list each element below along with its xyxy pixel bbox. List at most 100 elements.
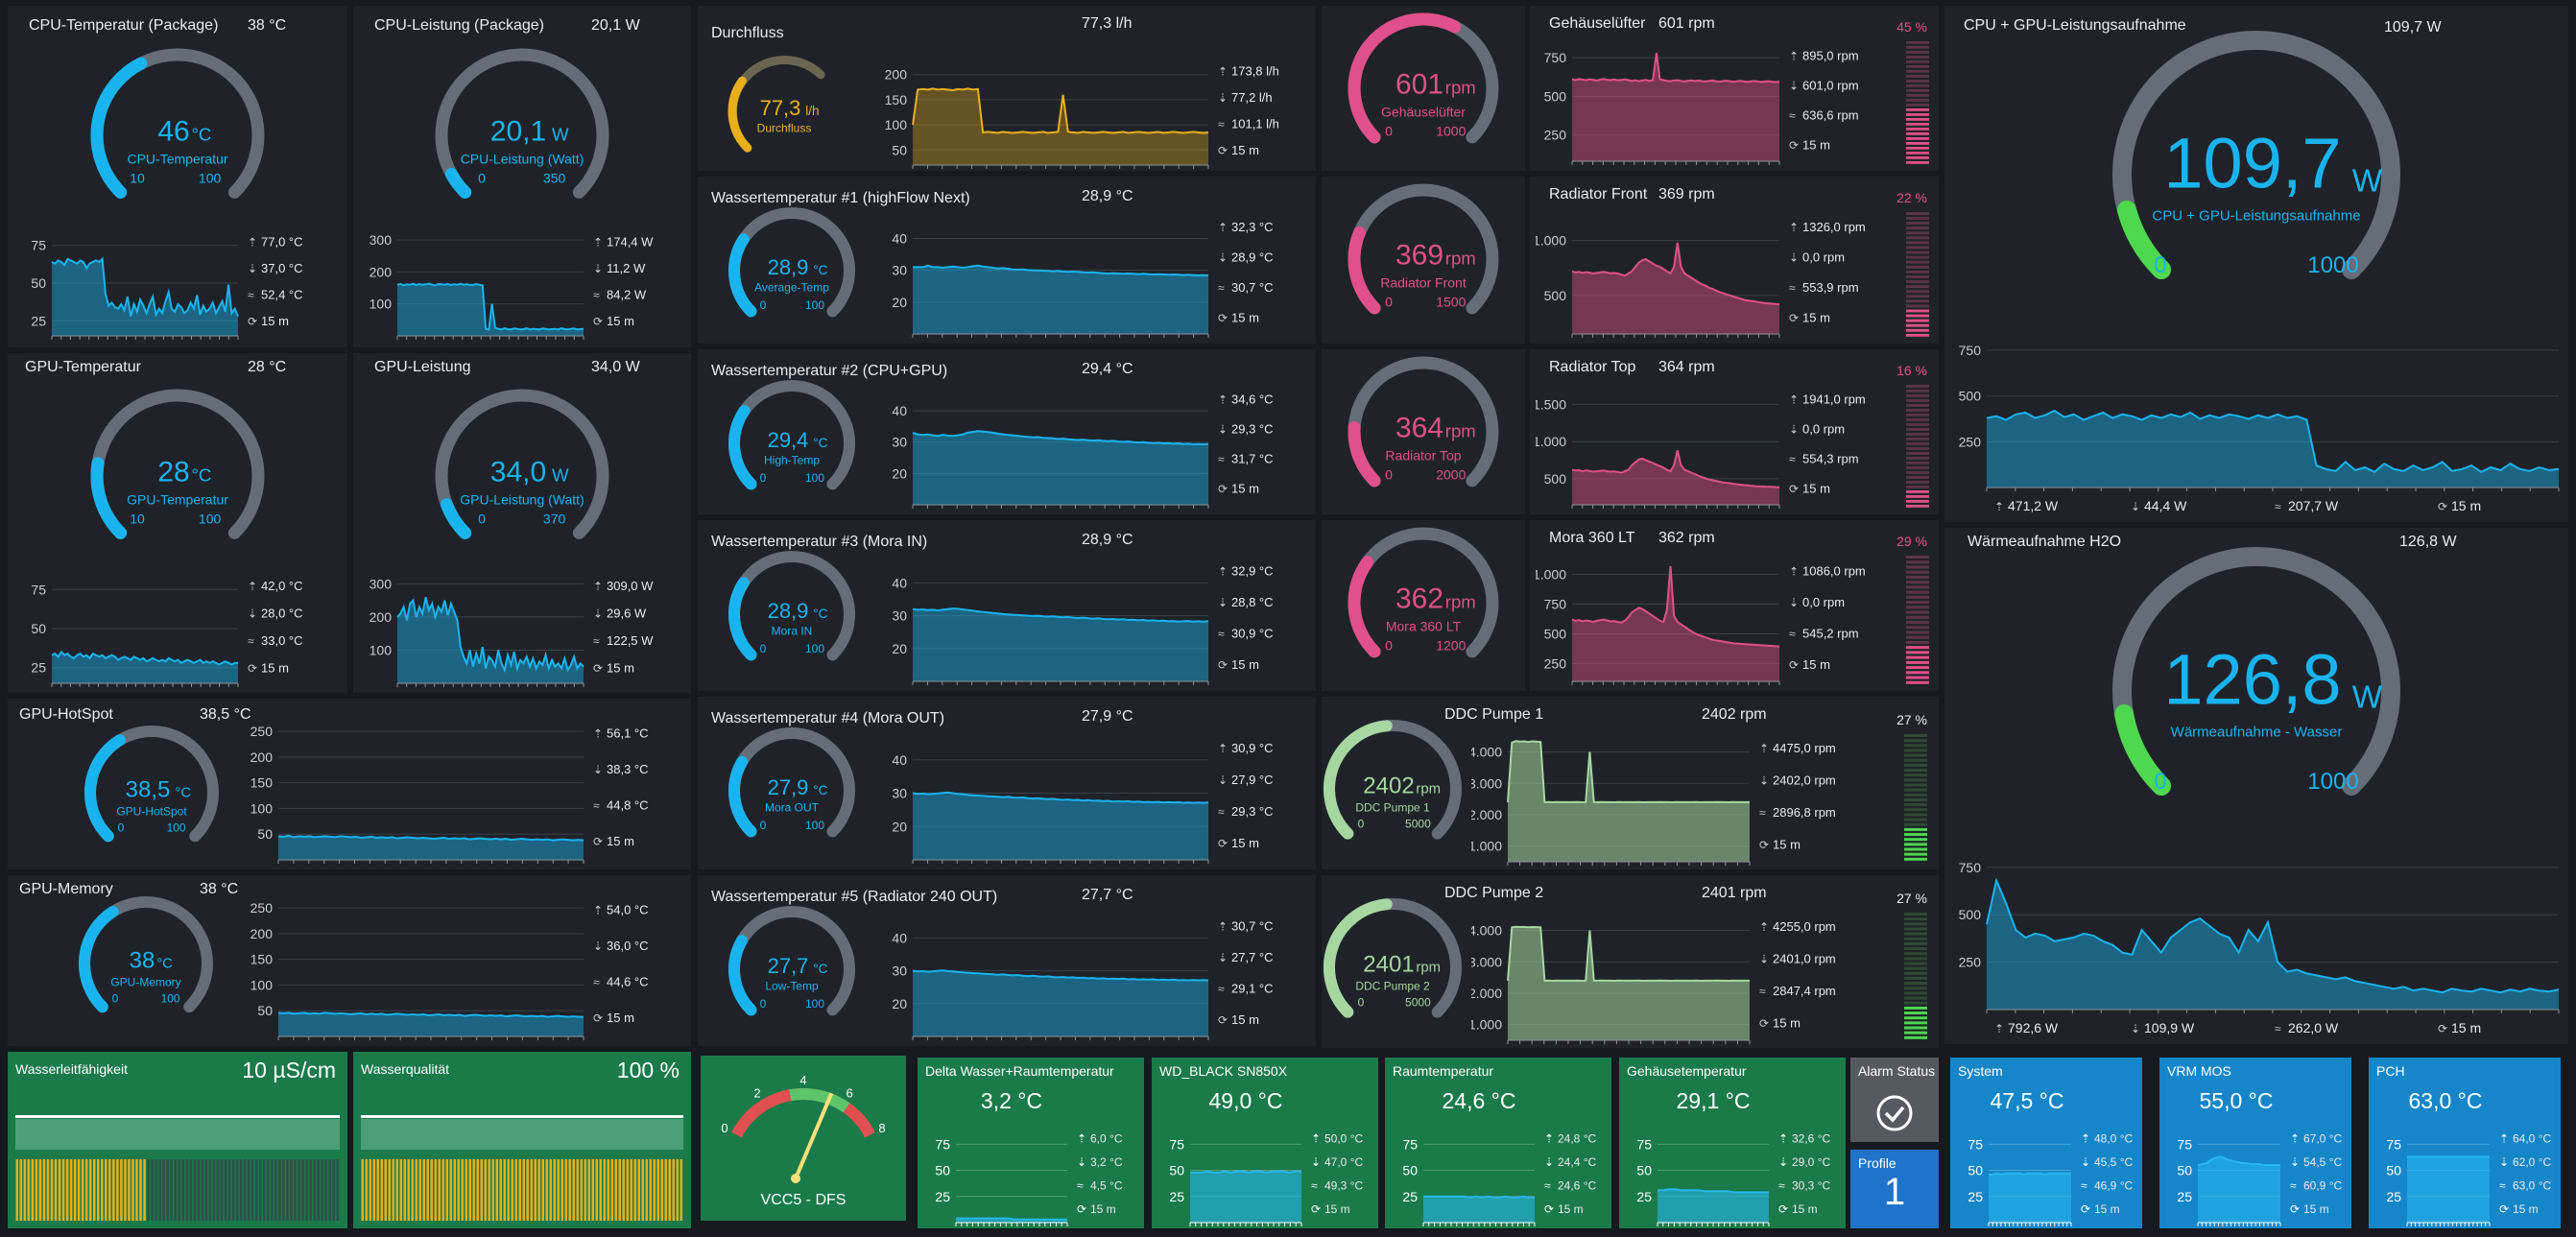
level-segment bbox=[1906, 299, 1929, 303]
stat-value: 62,0 °C bbox=[2513, 1155, 2551, 1169]
stripe-segment bbox=[65, 1159, 69, 1221]
tile-title: Gehäusetemperatur bbox=[1627, 1063, 1747, 1079]
stat-value: 15 m bbox=[1802, 482, 1830, 496]
stat-icon: ⇣ bbox=[1789, 80, 1799, 93]
level-segment bbox=[1906, 104, 1929, 107]
stat-value: 4,5 °C bbox=[1090, 1179, 1123, 1193]
stat-icon: ⇣ bbox=[1544, 1155, 1554, 1169]
stat-value: 15 m bbox=[1324, 1202, 1350, 1216]
y-tick-label: 1.000 bbox=[1471, 1017, 1502, 1033]
y-tick-label: 100 bbox=[370, 642, 393, 657]
level-segment bbox=[1906, 212, 1929, 215]
stat-icon: ⇣ bbox=[1778, 1155, 1788, 1169]
y-tick-label: 250 bbox=[250, 900, 274, 916]
stripe-segment bbox=[181, 1159, 185, 1221]
vcc-scale-green bbox=[789, 1088, 850, 1113]
gauge-label: Radiator Top bbox=[1385, 447, 1461, 463]
stat-icon: ⟳ bbox=[1218, 837, 1228, 850]
stripe-segment bbox=[488, 1159, 490, 1221]
level-segment bbox=[1906, 137, 1929, 140]
stripe-segment bbox=[441, 1159, 444, 1221]
gauge-fill bbox=[1348, 556, 1381, 658]
stat-value: 4475,0 rpm bbox=[1773, 741, 1836, 755]
chart-svg: 75 50 25 ⇡ 24,8 °C ⇣ 24,4 °C ≈ 24,6 °C ⟳ 15 m bbox=[1402, 1132, 1596, 1226]
gauge-svg: 27,7 °C Low-Temp 0 100 bbox=[728, 906, 855, 1016]
stat-icon: ⟳ bbox=[1789, 139, 1799, 153]
profile-tile[interactable]: Profile 1 bbox=[1850, 1150, 1939, 1228]
pump-chart: 4.000 3.000 2.000 1.000 ⇡ 4475,0 rpm ⇣ 2402,0 r… bbox=[1468, 727, 1890, 866]
level-segment bbox=[1904, 838, 1927, 842]
tile-value: 24,6 °C bbox=[1442, 1088, 1516, 1113]
stat-value: 48,0 °C bbox=[2094, 1132, 2133, 1146]
level-segment bbox=[1906, 295, 1929, 298]
stat-icon: ⇡ bbox=[1218, 221, 1228, 234]
gauge-min: 0 bbox=[760, 471, 767, 485]
stripe-segment bbox=[457, 1159, 460, 1221]
stat-value: 33,0 °C bbox=[261, 633, 303, 648]
gauge-label: CPU-Temperatur bbox=[127, 151, 227, 166]
level-segment bbox=[1906, 113, 1929, 116]
stat-icon: ≈ bbox=[593, 976, 600, 989]
level-segment bbox=[1906, 260, 1929, 264]
stat-value: 44,4 W bbox=[2144, 498, 2187, 513]
panel-title: Wassertemperatur #2 (CPU+GPU) bbox=[711, 363, 948, 379]
pump-gauge: 2401 rpm DDC Pumpe 2 0 5000 bbox=[1322, 875, 1473, 1048]
chart-area bbox=[52, 652, 238, 683]
panel-title: CPU-Temperatur (Package) bbox=[29, 17, 219, 34]
stripe-segment bbox=[610, 1159, 613, 1221]
level-segment bbox=[1906, 323, 1929, 327]
level-segment bbox=[1906, 418, 1929, 421]
stripe-segment bbox=[227, 1159, 231, 1221]
level-segment bbox=[1904, 1021, 1927, 1025]
chart-svg: 300 200 100 ⇡ 309,0 W ⇣ 29,6 W ≈ 122,5 W ⟳ 15 m bbox=[370, 576, 654, 687]
gauge-value: 38 bbox=[130, 947, 155, 973]
stripe-segment bbox=[162, 1159, 165, 1221]
stripe-segment bbox=[499, 1159, 502, 1221]
y-tick-label: 750 bbox=[1544, 50, 1567, 65]
gauge-max: 2000 bbox=[1436, 466, 1466, 482]
stat-icon: ⟳ bbox=[1544, 1202, 1554, 1216]
gauge-unit: °C bbox=[813, 962, 827, 976]
chart-svg: 4.000 3.000 2.000 1.000 ⇡ 4475,0 rpm ⇣ 2402,0 r… bbox=[1468, 740, 1836, 866]
alarm-status-tile[interactable]: Alarm Status bbox=[1850, 1058, 1939, 1142]
water-temp-chart: 40 30 20 ⇡ 30,7 °C ⇣ 27,7 °C ≈29,1 °C ⟳ 15 m bbox=[876, 906, 1310, 1040]
panel-title: Wassertemperatur #1 (highFlow Next) bbox=[711, 190, 970, 206]
level-segment bbox=[1904, 1016, 1927, 1020]
gauge-value: 38,5 bbox=[126, 776, 171, 802]
chart-area bbox=[278, 835, 584, 860]
stat-value: 29,0 °C bbox=[1792, 1155, 1830, 1169]
stat-icon: ⇣ bbox=[2131, 500, 2140, 513]
y-tick-label: 30 bbox=[892, 963, 907, 979]
level-segment bbox=[1906, 452, 1929, 455]
stripe-segment bbox=[58, 1159, 61, 1221]
stat-icon: ≈ bbox=[1789, 453, 1796, 466]
water-temp-chart: 40 30 20 ⇡ 34,6 °C ⇣ 29,3 °C ≈31,7 °C ⟳ 15 m bbox=[876, 380, 1310, 509]
level-segment bbox=[1906, 80, 1929, 83]
stripe-segment bbox=[407, 1159, 410, 1221]
gauge-value: 27,9 bbox=[768, 775, 809, 799]
tile-value: 55,0 °C bbox=[2199, 1088, 2274, 1113]
stat-icon: ⇣ bbox=[1311, 1155, 1321, 1169]
level-segment bbox=[1906, 250, 1929, 254]
y-tick-label: 75 bbox=[2177, 1136, 2192, 1152]
gauge-track bbox=[2112, 547, 2400, 796]
level-segment bbox=[1906, 615, 1929, 619]
fan-chart-panel: Radiator Front 369 rpm 22 % 1.000 500 ⇡ 132… bbox=[1530, 177, 1939, 344]
quality-tile: Wasserqualität 100 % bbox=[353, 1052, 691, 1228]
stat-icon: ⟳ bbox=[593, 835, 603, 848]
level-segment bbox=[1906, 385, 1929, 388]
chart-area bbox=[1508, 741, 1750, 862]
y-tick-label: 150 bbox=[885, 92, 908, 107]
gpu-hotspot-chart: 250 200 150 100 50 ⇡ 56,1 °C ⇣ 38,3 °C ≈44,8 °C ⟳ 1… bbox=[242, 710, 685, 864]
level-segment bbox=[1906, 309, 1929, 313]
stripe-segment bbox=[290, 1159, 293, 1221]
y-tick-label: 2.000 bbox=[1471, 807, 1502, 822]
gauge-fill bbox=[728, 405, 757, 490]
chart-line bbox=[1571, 565, 1780, 648]
gauge-svg: 77,3 l/h Durchfluss bbox=[727, 56, 825, 153]
stat-icon: ⇣ bbox=[2081, 1155, 2090, 1169]
gauge-value: 34,0 bbox=[490, 456, 546, 488]
gauge-unit: rpm bbox=[1445, 248, 1476, 268]
stat-icon: ⇡ bbox=[1778, 1132, 1788, 1146]
vcc-tile: 0 2 4 6 8 VCC5 - DFS bbox=[701, 1056, 906, 1221]
